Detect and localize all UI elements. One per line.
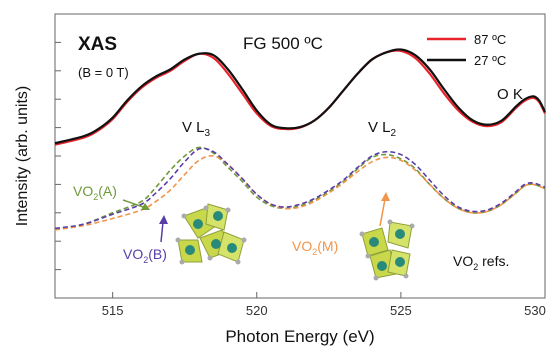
label-vo2-refs: VO2 refs. (453, 253, 509, 272)
legend-label-27: 27 ºC (474, 53, 506, 68)
y-axis-label: Intensity (arb. units) (14, 86, 31, 227)
chart-subtitle: (B = 0 T) (78, 65, 129, 80)
series-line-vo2-a- (54, 146, 546, 231)
x-tick-label: 520 (246, 303, 268, 318)
x-ticks: 515 520 525 530 (102, 292, 546, 318)
label-vo2-a: VO2(A) (73, 183, 117, 202)
vo2-b-crystal-image (175, 203, 247, 265)
annotation-vl2: V L2 (368, 119, 397, 139)
chart-title: XAS (78, 34, 117, 55)
x-axis-label: Photon Energy (eV) (225, 327, 374, 346)
annotation-ok: O K (497, 86, 523, 103)
vo2-a-arrow (122, 199, 147, 209)
x-tick-label: 530 (524, 303, 546, 318)
series-line-vo2-b- (54, 147, 546, 230)
vo2-m-crystal-image (359, 219, 415, 281)
x-tick-label: 515 (102, 303, 124, 318)
vo2-m-arrow (379, 198, 386, 227)
vo2-b-arrowhead (159, 215, 168, 224)
vo2-b-arrow (160, 221, 164, 243)
legend-label-87: 87 ºC (474, 32, 506, 47)
vo2-a-arrowhead (141, 203, 150, 210)
annotation-vl3: V L3 (182, 119, 211, 139)
x-tick-label: 525 (390, 303, 412, 318)
series-layer (54, 48, 546, 231)
vo2-m-arrowhead (381, 192, 390, 201)
legend: 87 ºC 27 ºC (427, 32, 506, 68)
sample-label: FG 500 ºC (243, 34, 323, 53)
y-ticks (55, 41, 61, 271)
label-vo2-m: VO2(M) (292, 238, 338, 257)
label-vo2-b: VO2(B) (123, 246, 167, 265)
series-line-27-c (54, 48, 546, 145)
series-line-vo2-m- (54, 155, 546, 231)
